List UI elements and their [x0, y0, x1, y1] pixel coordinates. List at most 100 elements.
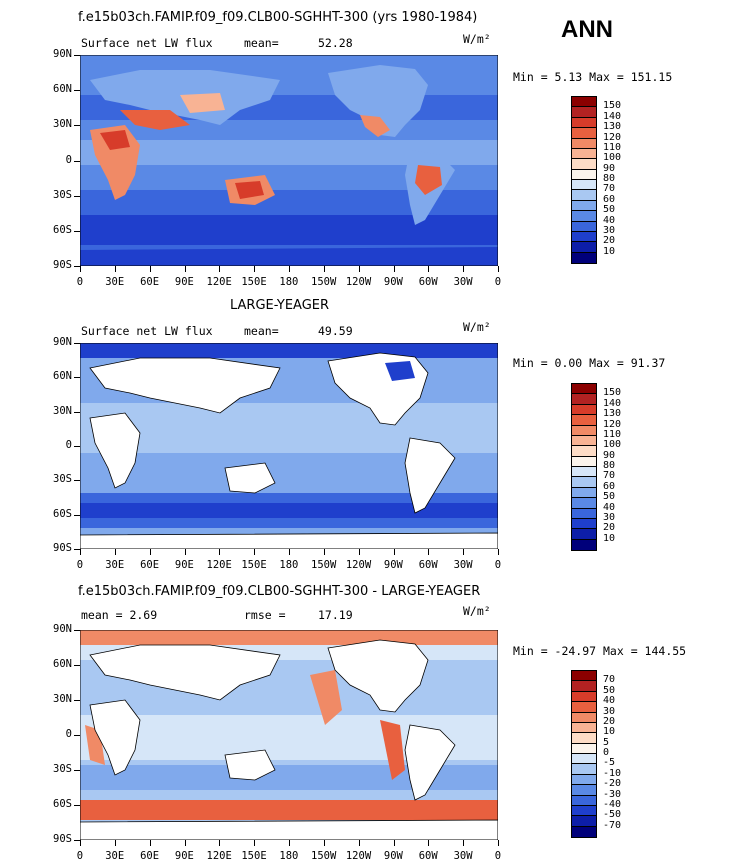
panel-3-title: f.e15b03ch.FAMIP.f09_f09.CLB00-SGHHT-300… — [78, 584, 481, 599]
colorbar-swatch — [572, 384, 596, 395]
colorbar-level-label: 30 — [603, 224, 616, 236]
colorbar-swatch — [572, 518, 596, 530]
colorbar-swatch — [572, 435, 596, 447]
panel-1-lon-tick: 90W — [383, 276, 403, 288]
colorbar-swatch — [572, 221, 596, 232]
panel-1-lon-tick-mark — [254, 266, 256, 272]
colorbar-level-label: 0 — [603, 747, 610, 758]
panel-2-lat-tick-mark — [74, 377, 80, 379]
colorbar-swatch — [572, 159, 596, 170]
colorbar-level-label: 40 — [603, 695, 616, 707]
colorbar-level-label: 10 — [603, 245, 616, 257]
panel-1-lat-tick-mark — [74, 230, 80, 232]
colorbar-level-label: 20 — [603, 235, 616, 247]
panel-2-lon-tick: 180 — [279, 559, 299, 571]
panel-3-lat-tick: 0 — [65, 728, 72, 740]
panel-3-colorbar — [571, 670, 597, 838]
panel-1-units: W/m² — [463, 32, 491, 46]
panel-3-lon-tick: 30E — [105, 850, 125, 862]
panel-1-lon-tick: 150E — [241, 276, 267, 288]
panel-3-lat-tick: 90N — [53, 623, 72, 635]
colorbar-level-label: 30 — [603, 511, 616, 523]
colorbar-swatch — [572, 169, 596, 180]
panel-2-lon-tick: 90E — [174, 559, 194, 571]
panel-1-minmax: Min = 5.13 Max = 151.15 — [513, 70, 673, 84]
panel-2-lon-tick-mark — [498, 549, 499, 555]
panel-3-lon-tick-mark — [289, 840, 290, 846]
panel-1-lon-tick: 180 — [279, 276, 299, 288]
colorbar-swatch — [572, 826, 596, 837]
panel-3-units: W/m² — [463, 604, 491, 618]
panel-1-lat-tick: 60N — [53, 83, 72, 96]
colorbar-level-label: 60 — [603, 480, 616, 492]
panel-3-lon-tick: 90E — [174, 850, 194, 862]
colorbar-swatch — [572, 242, 596, 253]
panel-3-lat-tick: 90S — [53, 833, 72, 845]
panel-3-lon-tick-mark — [80, 840, 81, 846]
panel-1-lon-tick-mark — [463, 266, 465, 272]
panel-1-lon-tick-mark — [219, 266, 221, 272]
panel-2-lon-tick: 150E — [241, 559, 267, 571]
panel-3-lon-tick: 150E — [241, 850, 267, 862]
panel-1-mean-label: mean= — [244, 36, 279, 50]
colorbar-swatch — [572, 415, 596, 426]
colorbar-level-label: 110 — [603, 428, 622, 440]
panel-3-lat-tick-mark — [74, 805, 80, 806]
panel-2-lon-tick: 60E — [140, 559, 160, 571]
panel-1-lat-tick-mark — [74, 125, 80, 127]
colorbar-level-label: 130 — [603, 408, 622, 420]
panel-2-lon-tick: 150W — [311, 559, 337, 571]
colorbar-swatch — [572, 180, 596, 191]
panel-1-lon-tick: 60W — [418, 276, 438, 288]
panel-2-lon-tick-mark — [358, 549, 360, 555]
colorbar-swatch — [572, 97, 596, 108]
panel-2-lon-tick-mark — [80, 549, 81, 555]
colorbar-swatch — [572, 712, 596, 723]
panel-3-lat-tick: 60S — [53, 798, 72, 810]
colorbar-swatch — [572, 211, 596, 222]
colorbar-swatch — [572, 805, 596, 817]
colorbar-level-label: 10 — [603, 532, 616, 544]
season-label: ANN — [561, 16, 613, 43]
panel-3-lon-tick-mark — [149, 840, 151, 846]
colorbar-swatch — [572, 404, 596, 416]
colorbar-swatch — [572, 498, 596, 509]
panel-3-lon-tick-mark — [358, 840, 360, 846]
colorbar-swatch — [572, 722, 596, 734]
colorbar-level-label: 140 — [603, 397, 622, 409]
colorbar-level-label: 70 — [603, 183, 616, 195]
colorbar-level-label: 50 — [603, 204, 616, 216]
colorbar-level-label: -20 — [603, 778, 622, 790]
panel-2-lon-tick-mark — [289, 549, 290, 555]
colorbar-swatch — [572, 252, 596, 263]
colorbar-swatch — [572, 816, 596, 827]
panel-3-map — [80, 630, 498, 840]
colorbar-swatch — [572, 754, 596, 765]
panel-3-lat-tick-mark — [74, 840, 80, 841]
colorbar-level-label: -5 — [603, 757, 616, 769]
panel-2-minmax: Min = 0.00 Max = 91.37 — [513, 356, 666, 370]
panel-1-lon-tick: 30E — [105, 276, 125, 288]
panel-2-lon-tick: 60W — [418, 559, 438, 571]
panel-2-lon-tick: 120W — [345, 559, 372, 571]
colorbar-level-label: 40 — [603, 214, 616, 226]
colorbar-swatch — [572, 795, 596, 806]
panel-3-minmax: Min = -24.97 Max = 144.55 — [513, 644, 687, 658]
panel-2-lon-tick-mark — [393, 549, 395, 555]
panel-2-lat-tick-mark — [74, 343, 80, 344]
panel-2-lon-tick-mark — [219, 549, 221, 555]
panel-1-lon-tick-mark — [184, 266, 186, 272]
colorbar-level-label: -30 — [603, 788, 622, 800]
colorbar-level-label: 100 — [603, 152, 622, 164]
panel-2-lon-tick: 90W — [383, 559, 403, 571]
colorbar-swatch — [572, 743, 596, 754]
panel-1-lat-tick-mark — [74, 266, 80, 267]
panel-3-lon-tick: 0 — [76, 850, 84, 862]
panel-3-lon-tick: 60E — [140, 850, 160, 862]
colorbar-level-label: 90 — [603, 449, 616, 461]
panel-3-lon-tick-mark — [114, 840, 116, 846]
panel-3-lon-tick-mark — [393, 840, 395, 846]
panel-1-lon-tick: 30W — [453, 276, 473, 288]
colorbar-swatch — [572, 539, 596, 550]
panel-1-lon-tick-mark — [393, 266, 395, 272]
